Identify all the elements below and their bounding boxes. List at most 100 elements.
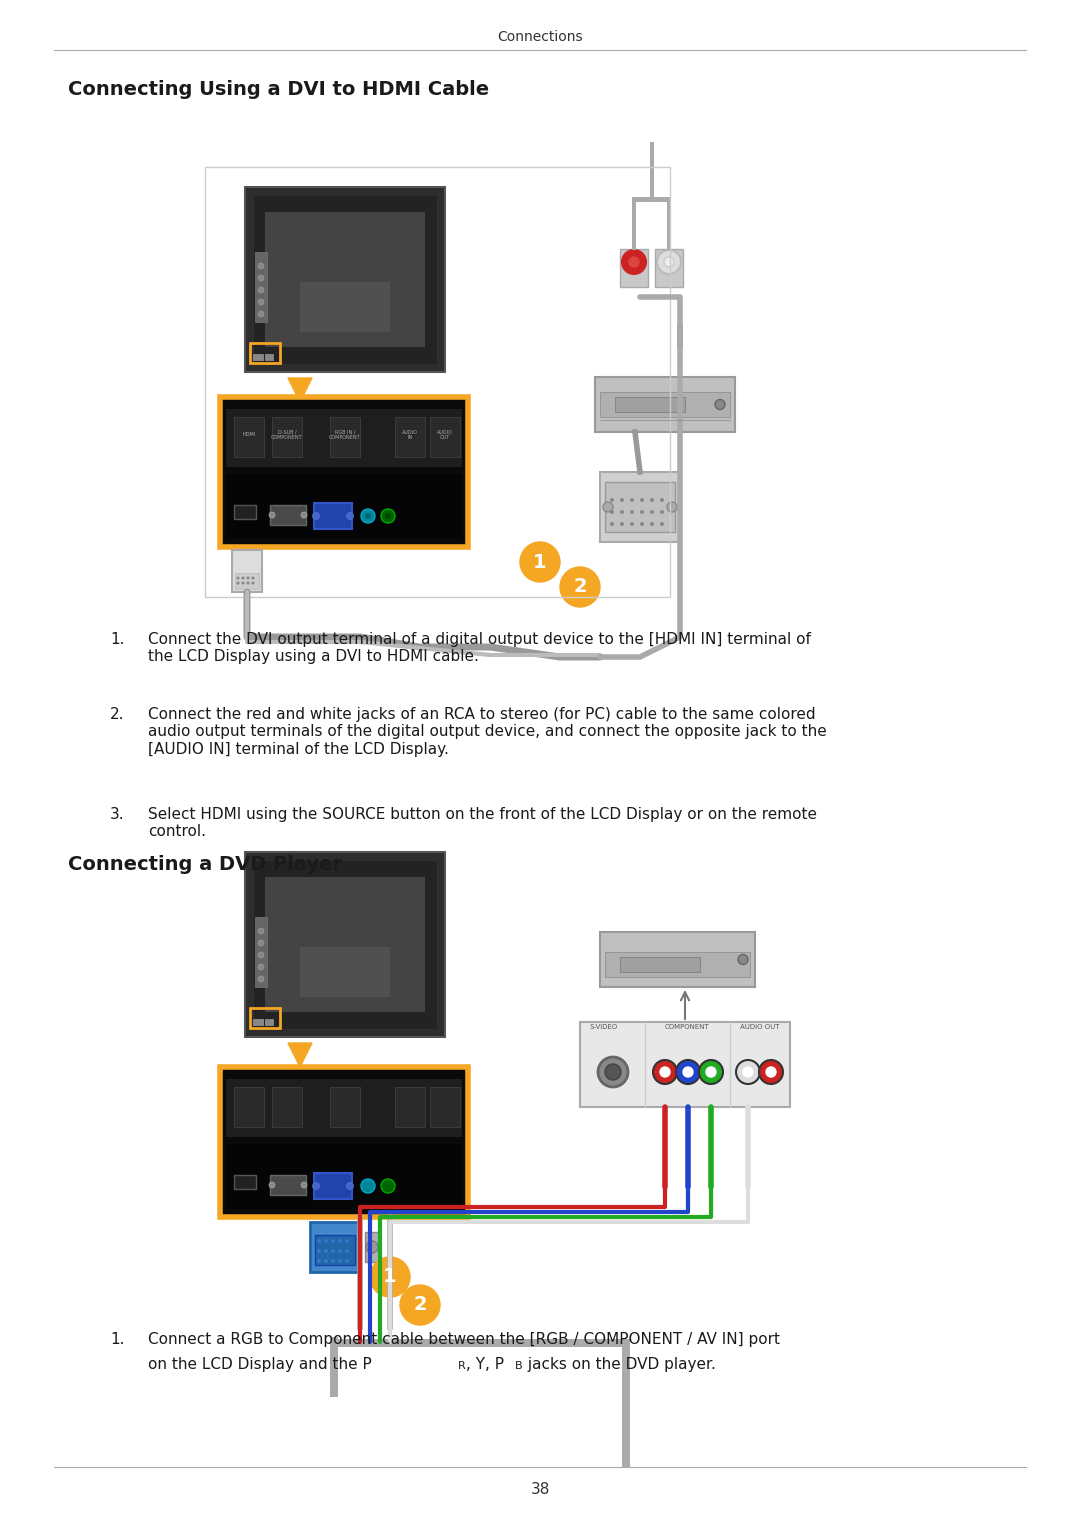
Circle shape — [640, 510, 644, 515]
Bar — [265, 212, 426, 347]
Circle shape — [766, 1067, 777, 1077]
Text: Connect a RGB to Component cable between the [RGB / COMPONENT / AV IN] port: Connect a RGB to Component cable between… — [148, 1332, 780, 1347]
Polygon shape — [288, 1043, 312, 1067]
Circle shape — [324, 1238, 328, 1243]
Bar — [205, 166, 670, 597]
Circle shape — [246, 582, 249, 585]
Bar — [249, 1008, 280, 1028]
Circle shape — [330, 1238, 335, 1243]
Bar — [255, 252, 267, 322]
Bar — [620, 957, 700, 973]
Circle shape — [605, 1064, 621, 1080]
Circle shape — [258, 964, 264, 970]
Bar — [330, 1338, 338, 1397]
Bar — [622, 1347, 630, 1467]
Bar — [253, 1019, 264, 1025]
Circle shape — [324, 1249, 328, 1254]
Circle shape — [269, 1182, 275, 1188]
Bar — [632, 231, 636, 250]
Bar — [249, 344, 280, 363]
Polygon shape — [288, 379, 312, 402]
Bar — [430, 417, 460, 457]
Bar — [330, 1087, 360, 1127]
Text: HDMI: HDMI — [242, 432, 256, 438]
Circle shape — [657, 250, 681, 273]
Text: Connect the DVI output terminal of a digital output device to the [HDMI IN] term: Connect the DVI output terminal of a dig… — [148, 632, 811, 664]
Circle shape — [676, 1060, 700, 1084]
Bar — [667, 231, 671, 250]
Circle shape — [384, 513, 391, 519]
Text: AUDIO
IN: AUDIO IN — [402, 429, 418, 440]
Circle shape — [258, 928, 264, 935]
Circle shape — [735, 1060, 760, 1084]
Circle shape — [269, 512, 275, 518]
Circle shape — [258, 275, 264, 281]
Circle shape — [622, 250, 646, 273]
Circle shape — [242, 582, 244, 585]
Bar — [365, 1232, 380, 1261]
Bar — [270, 1174, 306, 1196]
Bar — [330, 417, 360, 457]
Circle shape — [653, 1060, 677, 1084]
Bar — [226, 473, 462, 539]
Bar — [430, 1087, 460, 1127]
Bar — [600, 472, 680, 542]
Circle shape — [237, 577, 240, 580]
Text: AUDIO OUT: AUDIO OUT — [740, 1025, 780, 1031]
Bar — [234, 1174, 256, 1190]
Bar — [300, 282, 390, 331]
Text: Select HDMI using the SOURCE button on the front of the LCD Display or on the re: Select HDMI using the SOURCE button on t… — [148, 806, 816, 840]
Circle shape — [252, 577, 255, 580]
Circle shape — [603, 502, 613, 512]
Bar — [300, 947, 390, 997]
Text: 2: 2 — [573, 577, 586, 597]
Circle shape — [664, 257, 674, 267]
Circle shape — [650, 510, 654, 515]
Bar — [310, 1222, 360, 1272]
Circle shape — [683, 1067, 693, 1077]
Circle shape — [258, 312, 264, 318]
Bar — [245, 852, 445, 1037]
Circle shape — [630, 510, 634, 515]
Circle shape — [640, 498, 644, 502]
Bar — [232, 550, 262, 592]
Circle shape — [301, 1182, 307, 1188]
Circle shape — [743, 1067, 753, 1077]
Bar — [265, 354, 273, 360]
Bar — [234, 505, 256, 519]
Circle shape — [345, 1258, 349, 1263]
Bar — [234, 417, 264, 457]
Bar — [632, 200, 636, 231]
Bar — [245, 186, 445, 373]
Text: B: B — [515, 1361, 523, 1371]
Bar — [632, 197, 670, 202]
Circle shape — [347, 513, 353, 519]
Text: on the LCD Display and the P: on the LCD Display and the P — [148, 1358, 372, 1371]
Circle shape — [242, 577, 244, 580]
Circle shape — [630, 498, 634, 502]
Bar — [395, 417, 426, 457]
Circle shape — [660, 498, 664, 502]
Text: Connecting Using a DVI to HDMI Cable: Connecting Using a DVI to HDMI Cable — [68, 79, 489, 99]
Circle shape — [660, 522, 664, 525]
Circle shape — [252, 582, 255, 585]
Bar — [226, 1080, 462, 1138]
Circle shape — [640, 522, 644, 525]
Bar — [600, 931, 755, 986]
Text: , Y, P: , Y, P — [465, 1358, 504, 1371]
Circle shape — [400, 1286, 440, 1325]
Bar — [235, 573, 259, 589]
Bar — [253, 195, 437, 363]
Circle shape — [361, 508, 375, 524]
Text: Connections: Connections — [497, 31, 583, 44]
Circle shape — [338, 1238, 342, 1243]
Circle shape — [324, 1258, 328, 1263]
Text: Connecting a DVD Player: Connecting a DVD Player — [68, 855, 342, 873]
Circle shape — [338, 1258, 342, 1263]
Bar — [654, 249, 683, 287]
Circle shape — [620, 510, 624, 515]
Bar — [253, 354, 264, 360]
Bar — [226, 409, 462, 467]
Text: R: R — [458, 1361, 465, 1371]
Text: S-VIDEO: S-VIDEO — [590, 1025, 618, 1031]
